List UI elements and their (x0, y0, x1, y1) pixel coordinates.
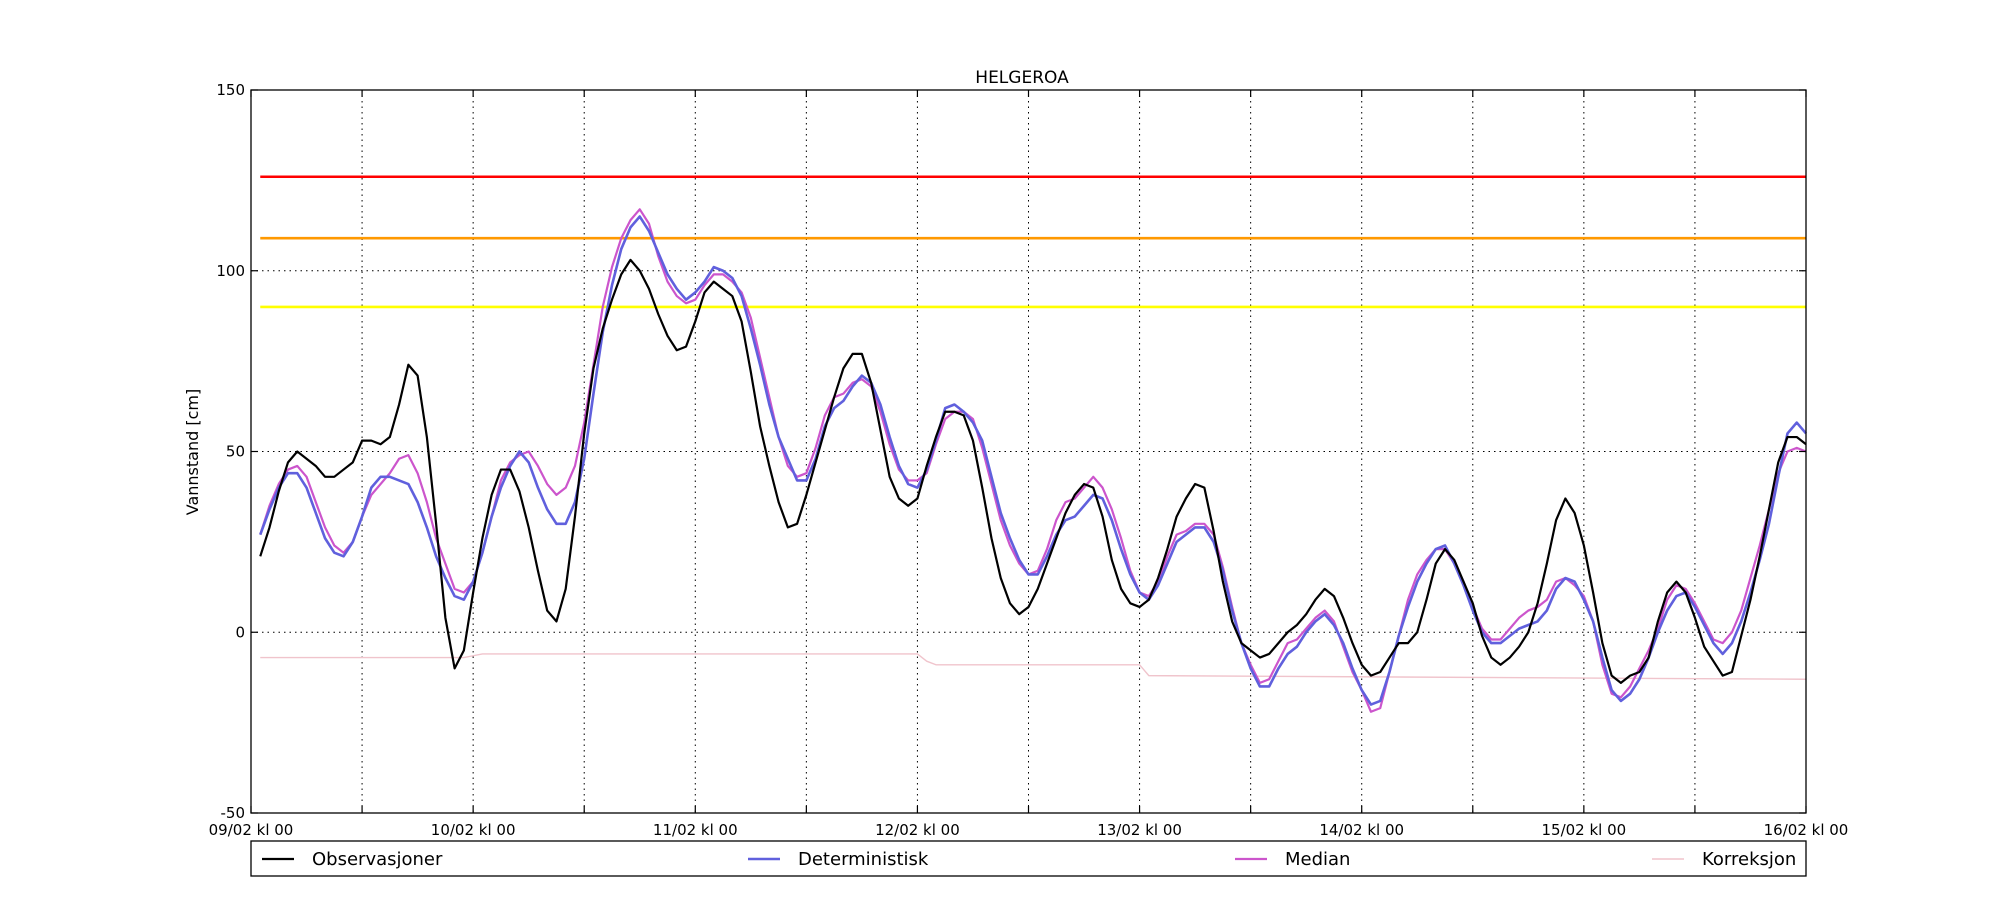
x-tick-label: 09/02 kl 00 (209, 821, 294, 839)
y-tick-label: 150 (216, 81, 245, 99)
legend-label: Korreksjon (1702, 849, 1796, 870)
series-lines (259, 208, 1807, 713)
x-tick-label: 16/02 kl 00 (1764, 821, 1849, 839)
plot-frame (250, 89, 1807, 814)
series-line-observasjoner (259, 258, 1807, 684)
x-tick-label: 13/02 kl 00 (1097, 821, 1182, 839)
x-tick-label: 12/02 kl 00 (875, 821, 960, 839)
y-tick-label: -50 (221, 804, 246, 822)
series-line-median (259, 208, 1807, 713)
legend: Observasjoner Deterministisk Median Korreks… (250, 840, 1807, 877)
legend-frame (250, 840, 1807, 877)
legend-label: Median (1285, 849, 1350, 870)
axis-ticks: -50 0 50 100 150 09/02 kl 00 10/02 kl 00 11/02 … (209, 81, 1849, 839)
threshold-lines (260, 175, 1806, 309)
y-axis-label: Vannstand [cm] (183, 389, 202, 515)
x-tick-label: 15/02 kl 00 (1541, 821, 1626, 839)
series-line-deterministisk (259, 215, 1807, 706)
x-tick-label: 11/02 kl 00 (653, 821, 738, 839)
gridlines (251, 90, 1806, 813)
legend-label: Deterministisk (798, 849, 929, 870)
series-line-korreksjon (260, 653, 1807, 680)
y-tick-label: 0 (235, 623, 245, 641)
y-tick-label: 50 (226, 443, 245, 461)
legend-label: Observasjoner (312, 849, 443, 870)
x-tick-label: 10/02 kl 00 (431, 821, 516, 839)
x-tick-label: 14/02 kl 00 (1319, 821, 1404, 839)
chart-title: HELGEROA (975, 68, 1069, 88)
y-tick-label: 100 (216, 262, 245, 280)
